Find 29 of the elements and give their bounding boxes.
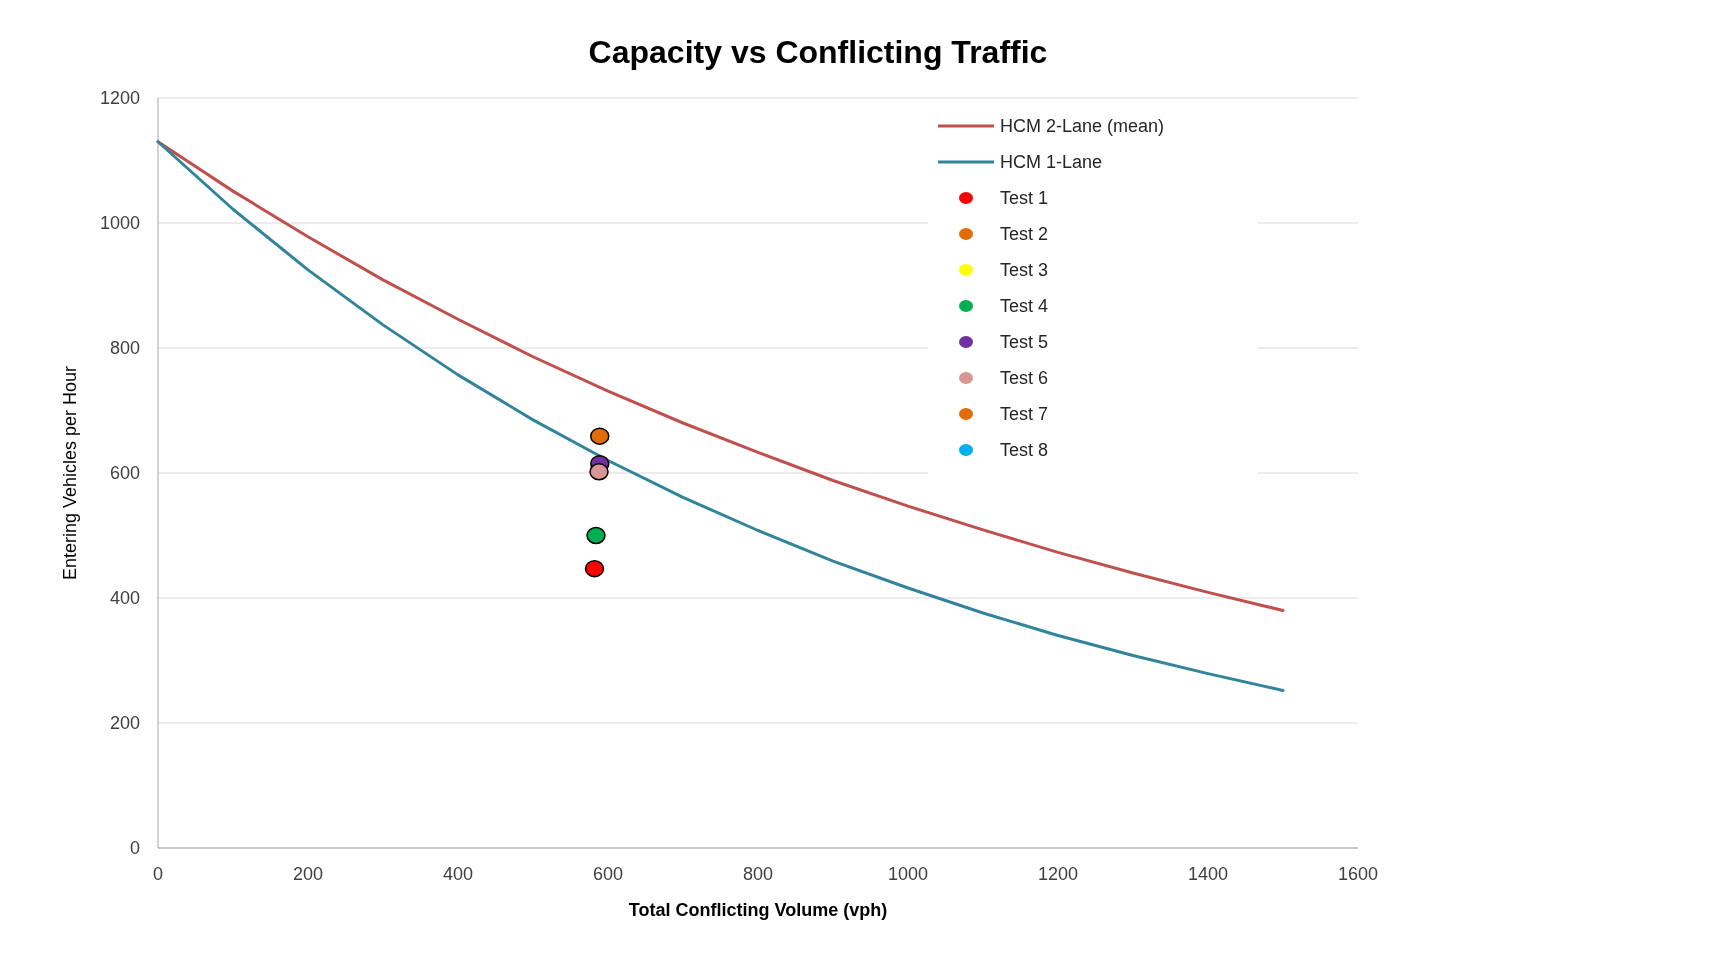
x-tick-label: 1200 xyxy=(1037,864,1079,884)
legend-label: Test 5 xyxy=(1000,332,1049,353)
x-tick-label: 200 xyxy=(292,864,324,884)
x-axis-title: Total Conflicting Volume (vph) xyxy=(628,900,888,920)
x-tick-label: 400 xyxy=(442,864,474,884)
chart-title: Capacity vs Conflicting Traffic xyxy=(588,34,1048,70)
legend-label: Test 2 xyxy=(1000,224,1049,245)
x-tick-label: 600 xyxy=(592,864,624,884)
legend-label: HCM 1-Lane xyxy=(1000,152,1103,173)
y-tick-label: 400 xyxy=(109,588,140,609)
legend-label: Test 3 xyxy=(1000,260,1049,281)
legend-label: HCM 2-Lane (mean) xyxy=(1000,116,1165,137)
x-tick-label: 1000 xyxy=(887,864,929,884)
legend-label: Test 7 xyxy=(1000,404,1049,425)
y-tick-label: 1000 xyxy=(99,213,140,234)
x-tick-label: 0 xyxy=(152,864,164,884)
y-axis-title: Entering Vehicles per Hour xyxy=(60,365,80,581)
x-tick-label: 800 xyxy=(742,864,774,884)
legend-label: Test 4 xyxy=(1000,296,1049,317)
y-tick-label: 1200 xyxy=(99,88,140,109)
legend-label: Test 1 xyxy=(1000,188,1049,209)
y-tick-label: 800 xyxy=(109,338,140,359)
y-tick-label: 200 xyxy=(109,713,140,734)
legend-label: Test 8 xyxy=(1000,440,1049,461)
legend-label: Test 6 xyxy=(1000,368,1049,389)
y-tick-label: 600 xyxy=(109,463,140,484)
y-tick-label: 0 xyxy=(129,838,140,859)
x-tick-label: 1600 xyxy=(1337,864,1379,884)
x-tick-label: 1400 xyxy=(1187,864,1229,884)
